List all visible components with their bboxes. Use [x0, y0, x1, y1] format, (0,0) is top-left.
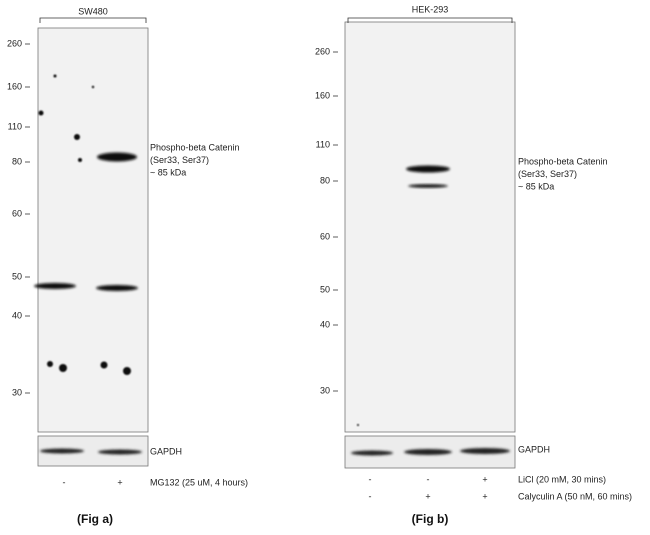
gapdh-band — [351, 450, 393, 456]
lane-symbol: + — [482, 491, 487, 501]
lane-symbol: - — [63, 477, 66, 487]
spot — [47, 361, 53, 367]
blot-panel: SW480 260 160 110 80 60 50 40 30 Phospho-beta Cat… — [7, 6, 248, 526]
treatment-label: LiCl (20 mM, 30 mins) — [518, 474, 606, 484]
band — [406, 165, 450, 173]
target-label: (Ser33, Ser37) — [518, 169, 577, 179]
bracket — [347, 17, 513, 23]
cell-line: SW480 — [78, 6, 108, 16]
gapdh-band — [40, 448, 84, 454]
band — [34, 283, 76, 289]
spot — [59, 364, 67, 372]
treatment-label: MG132 (25 uM, 4 hours) — [150, 477, 248, 487]
marker-label: 80 — [12, 156, 22, 166]
target-label: (Ser33, Ser37) — [150, 155, 209, 165]
marker-label: 260 — [315, 46, 330, 56]
spot — [123, 367, 131, 375]
marker-label: 160 — [7, 81, 22, 91]
target-label: ~ 85 kDa — [518, 181, 554, 191]
caption: (Fig a) — [77, 512, 113, 526]
blot-membrane — [344, 21, 516, 433]
target-label: Phospho-beta Catenin — [518, 156, 608, 166]
loading-control: GAPDH — [150, 446, 182, 456]
spot — [38, 110, 44, 116]
gapdh-band — [404, 449, 452, 455]
marker-label: 50 — [320, 284, 330, 294]
marker-label: 110 — [8, 121, 22, 131]
target-label: ~ 85 kDa — [150, 167, 186, 177]
treatment-label: Calyculin A (50 nM, 60 mins) — [518, 491, 632, 501]
marker-label: 40 — [12, 310, 22, 320]
lane-symbol: - — [427, 474, 430, 484]
caption: (Fig b) — [412, 512, 449, 526]
lane-symbol: + — [482, 474, 487, 484]
bracket — [39, 17, 147, 23]
marker-label: 60 — [320, 231, 330, 241]
marker-label: 40 — [320, 319, 330, 329]
spot — [74, 134, 80, 140]
blot-membrane — [37, 27, 149, 433]
gapdh-band — [460, 448, 510, 454]
band — [408, 184, 448, 188]
marker-label: 80 — [320, 175, 330, 185]
target-label: Phospho-beta Catenin — [150, 142, 240, 152]
lane-symbol: + — [425, 491, 430, 501]
spot — [357, 424, 359, 426]
band — [96, 285, 138, 291]
marker-label: 50 — [12, 271, 22, 281]
spot — [100, 361, 108, 369]
gapdh-band — [98, 449, 142, 455]
blot-panel: HEK-293 260 160 110 80 60 50 40 30 Phospho-beta C… — [315, 4, 632, 526]
spot — [53, 74, 57, 78]
cell-line: HEK-293 — [412, 4, 449, 14]
marker-label: 110 — [316, 139, 330, 149]
loading-control: GAPDH — [518, 444, 550, 454]
band — [97, 152, 137, 162]
spot — [78, 158, 82, 162]
marker-label: 160 — [315, 90, 330, 100]
marker-label: 30 — [320, 385, 330, 395]
lane-symbol: - — [369, 491, 372, 501]
marker-label: 60 — [12, 208, 22, 218]
spot — [91, 85, 95, 89]
lane-symbol: - — [369, 474, 372, 484]
marker-label: 30 — [12, 387, 22, 397]
marker-label: 260 — [7, 38, 22, 48]
lane-symbol: + — [117, 477, 122, 487]
